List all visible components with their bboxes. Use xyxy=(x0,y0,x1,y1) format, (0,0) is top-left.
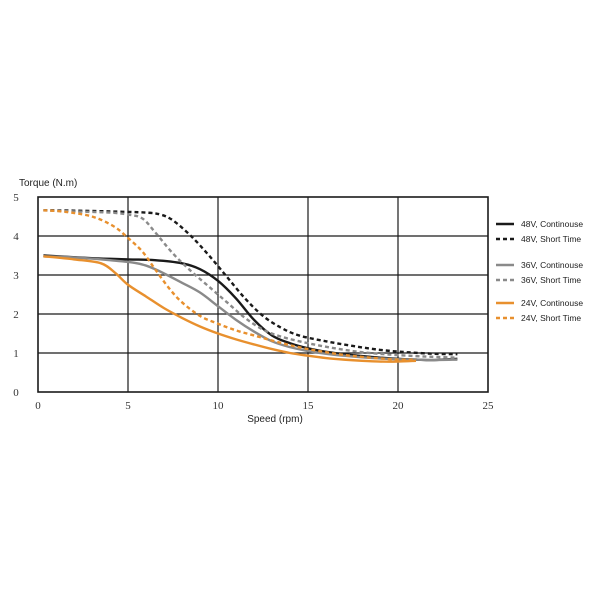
tick-labels: 0 5 10 15 20 25 0 1 2 3 4 5 xyxy=(13,192,494,412)
series-line-4 xyxy=(43,255,417,363)
y-tick-label: 2 xyxy=(13,309,19,321)
y-tick-label: 0 xyxy=(13,387,19,399)
legend-label-2: 36V, Continouse xyxy=(521,260,583,270)
series-line-1 xyxy=(43,209,458,356)
legend-label-5: 24V, Short Time xyxy=(521,313,581,323)
plot-frame xyxy=(37,196,489,393)
x-tick-label: 20 xyxy=(393,400,405,412)
legend: 48V, Continouse 48V, Short Time 36V, Conti… xyxy=(496,219,583,323)
y-tick-label: 1 xyxy=(13,348,19,360)
legend-label-4: 24V, Continouse xyxy=(521,298,583,308)
x-tick-label: 15 xyxy=(303,400,315,412)
series-line-5 xyxy=(43,209,417,361)
plot-border xyxy=(37,196,489,393)
y-tick-label: 5 xyxy=(13,192,19,204)
series-line-3 xyxy=(43,209,458,359)
legend-label-1: 48V, Short Time xyxy=(521,234,581,244)
y-tick-label: 3 xyxy=(13,270,19,282)
x-tick-label: 5 xyxy=(125,400,131,412)
x-tick-label: 10 xyxy=(213,400,225,412)
y-tick-label: 4 xyxy=(13,231,19,243)
grid xyxy=(38,197,488,392)
x-tick-label: 25 xyxy=(483,400,495,412)
legend-label-0: 48V, Continouse xyxy=(521,219,583,229)
x-axis-label: Speed (rpm) xyxy=(247,414,303,425)
x-tick-label: 0 xyxy=(35,400,41,412)
legend-label-3: 36V, Short Time xyxy=(521,275,581,285)
y-axis-label: Torque (N.m) xyxy=(19,178,77,189)
series-layer xyxy=(43,209,458,363)
